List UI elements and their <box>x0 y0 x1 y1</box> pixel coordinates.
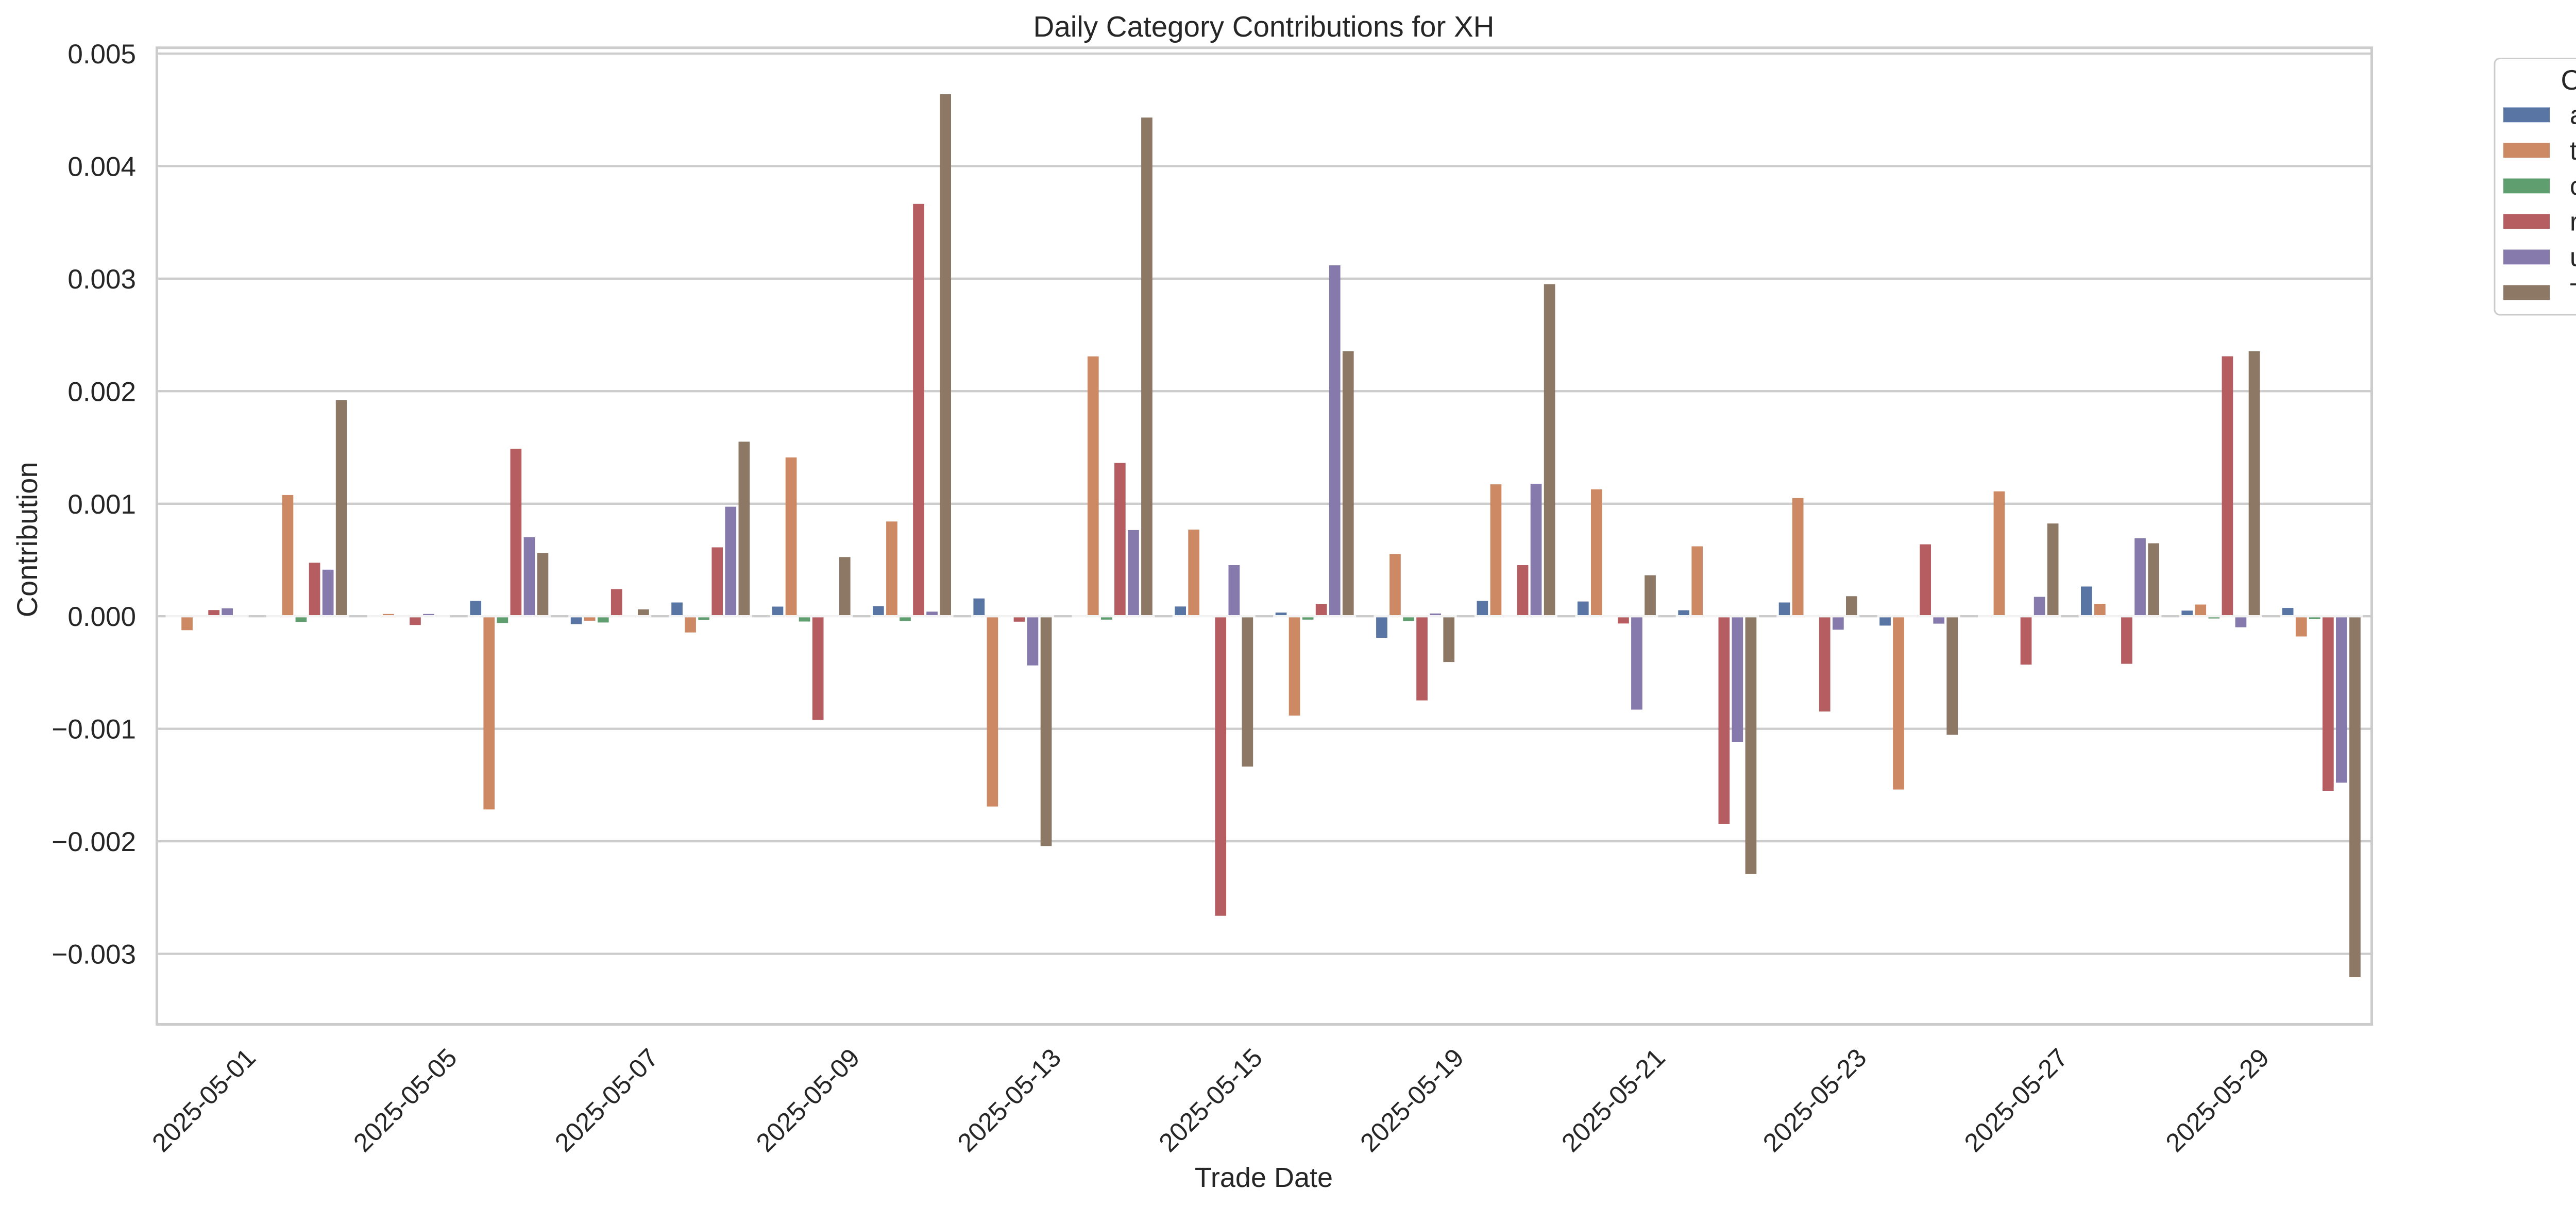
svg-text:alpha_total: alpha_total <box>2570 100 2576 130</box>
svg-text:−0.001: −0.001 <box>52 715 136 745</box>
svg-text:−0.003: −0.003 <box>52 940 136 970</box>
svg-text:0.003: 0.003 <box>67 264 136 295</box>
svg-text:−0.002: −0.002 <box>52 827 136 857</box>
svg-text:unexplained: unexplained <box>2570 243 2576 272</box>
svg-text:0.000: 0.000 <box>67 602 136 632</box>
svg-text:cost: cost <box>2570 172 2576 201</box>
svg-text:0.001: 0.001 <box>67 489 136 520</box>
svg-text:Daily Category Contributions f: Daily Category Contributions for XH <box>1033 10 1495 43</box>
svg-text:Category: Category <box>2561 64 2576 96</box>
svg-text:tilt_total: tilt_total <box>2570 136 2576 165</box>
svg-text:Total: Total <box>2570 278 2576 308</box>
svg-text:0.004: 0.004 <box>67 151 136 182</box>
svg-text:Contribution: Contribution <box>11 462 43 617</box>
svg-text:Trade Date: Trade Date <box>1195 1162 1333 1193</box>
svg-text:risk_exposure: risk_exposure <box>2570 207 2576 236</box>
svg-text:0.002: 0.002 <box>67 377 136 407</box>
svg-text:0.005: 0.005 <box>67 39 136 70</box>
